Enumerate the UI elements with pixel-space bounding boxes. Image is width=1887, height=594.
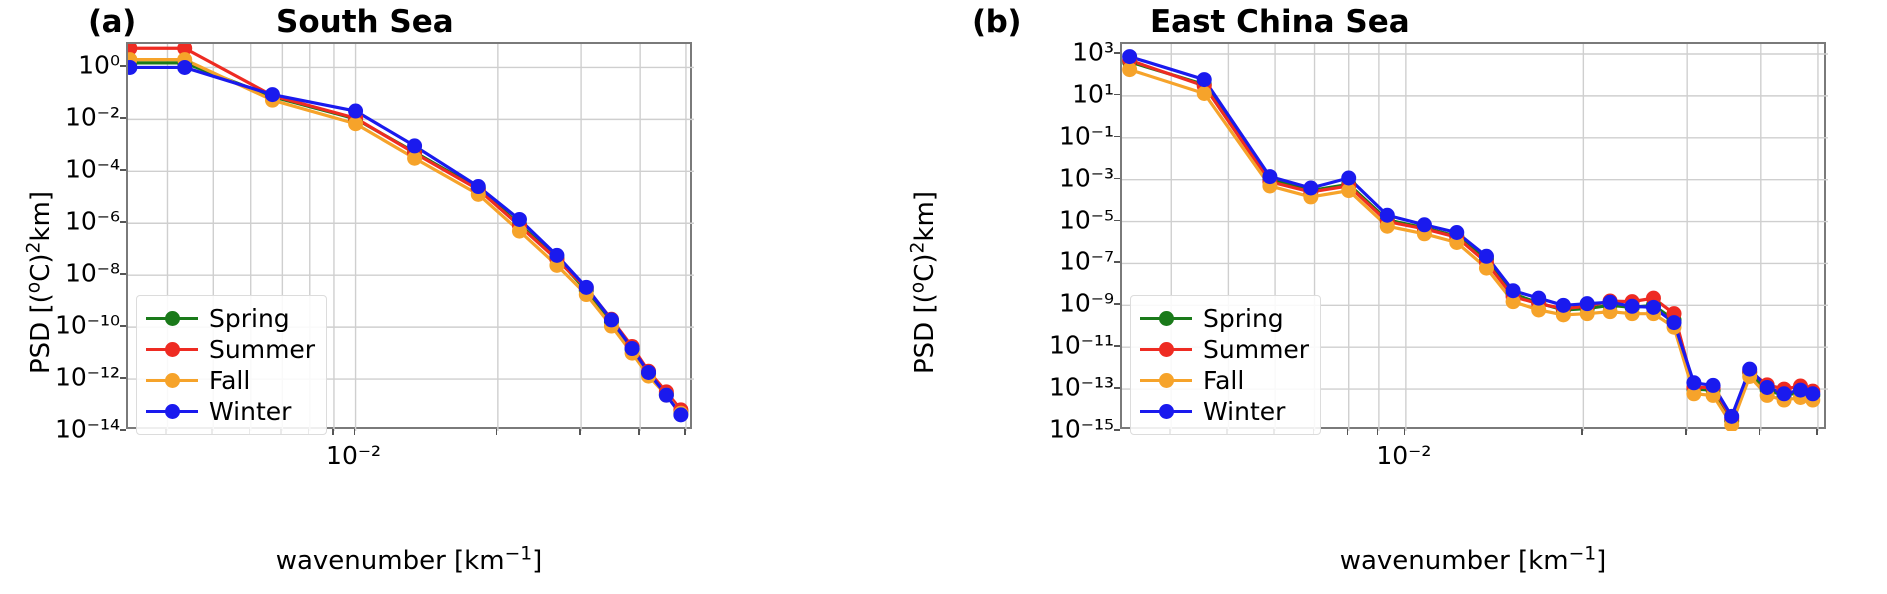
panel-tag-a: (a) [88, 4, 136, 40]
y-tick-mark [1114, 345, 1120, 347]
legend-label: Summer [209, 335, 316, 364]
legend-label: Spring [1203, 304, 1284, 333]
legend-item-summer[interactable]: Summer [1140, 334, 1309, 365]
y-tick-mark [1114, 177, 1120, 180]
y-tick-label: 10⁻¹¹ [1048, 330, 1114, 360]
y-tick-mark [120, 169, 126, 171]
x-tick-mark [1581, 429, 1583, 435]
y-tick-mark [120, 273, 126, 275]
y-tick-mark [120, 325, 126, 327]
y-tick-label: 10⁻¹² [54, 362, 120, 392]
y-tick-label: 10⁻¹⁰ [54, 310, 120, 340]
legend-item-spring[interactable]: Spring [146, 303, 315, 334]
legend-label: Winter [209, 397, 292, 426]
x-tick-label: 10⁻² [1376, 441, 1432, 470]
y-tick-mark [1114, 303, 1120, 305]
legend-swatch-spring [146, 311, 198, 326]
x-tick-mark [1685, 429, 1687, 435]
x-tick-mark [1376, 429, 1379, 435]
legend-label: Fall [209, 366, 251, 395]
panel-title-b: East China Sea [1150, 4, 1410, 40]
y-tick-mark [120, 65, 126, 68]
panel-tag-b: (b) [972, 4, 1022, 40]
y-tick-label: 10¹ [1072, 79, 1114, 109]
x-axis-label-a: wavenumber [km−1] [275, 543, 543, 576]
y-tick-label: 10⁻¹ [1058, 121, 1114, 151]
legend-b[interactable]: Spring Summer Fall Winter [1130, 295, 1322, 435]
legend-item-spring[interactable]: Spring [1140, 303, 1309, 334]
legend-item-summer[interactable]: Summer [146, 334, 315, 365]
y-tick-label: 10⁻⁸ [64, 258, 120, 288]
y-tick-mark [120, 221, 126, 223]
y-tick-label: 10⁻¹³ [1048, 372, 1114, 402]
y-tick-label: 10⁻¹⁵ [1048, 414, 1114, 444]
legend-label: Spring [209, 304, 290, 333]
x-tick-mark [495, 429, 498, 435]
y-tick-label: 10⁻¹⁴ [54, 414, 120, 444]
y-tick-mark [1114, 387, 1120, 389]
legend-swatch-winter [146, 404, 198, 419]
legend-item-winter[interactable]: Winter [146, 396, 315, 427]
x-axis-label-b: wavenumber [km−1] [1339, 543, 1607, 576]
legend-label: Fall [1203, 366, 1245, 395]
y-tick-mark [1114, 135, 1120, 138]
y-tick-label: 10⁻⁷ [1058, 246, 1114, 276]
y-tick-label: 10⁻⁴ [64, 154, 120, 184]
legend-swatch-summer [1140, 342, 1192, 357]
y-tick-mark [1114, 219, 1120, 222]
y-tick-label: 10⁻³ [1058, 163, 1114, 193]
y-tick-mark [120, 117, 126, 119]
x-tick-mark [1403, 429, 1406, 435]
legend-item-fall[interactable]: Fall [146, 365, 315, 396]
y-tick-label: 10⁻² [64, 102, 120, 132]
legend-swatch-fall [146, 373, 198, 388]
legend-item-fall[interactable]: Fall [1140, 365, 1309, 396]
y-tick-mark [1114, 51, 1120, 54]
x-tick-mark [1346, 429, 1349, 435]
panel-south-sea: (a) South Sea PSD [(oC)2km] 10⁰ 10⁻² 10⁻⁴ 1… [23, 4, 694, 576]
plot-canvas-b [1122, 44, 1828, 431]
y-tick-mark [120, 377, 126, 379]
y-tick-label: 10⁰ [78, 50, 120, 80]
x-tick-mark [1758, 429, 1761, 435]
x-tick-mark [638, 429, 640, 435]
y-tick-mark [1114, 429, 1120, 431]
y-tick-mark [120, 429, 126, 431]
y-tick-label: 10⁻⁵ [1058, 205, 1114, 235]
y-tick-mark [1114, 93, 1120, 96]
y-axis-label-b: PSD [(oC)2km] [907, 191, 940, 374]
x-tick-mark [683, 429, 686, 435]
legend-swatch-summer [146, 342, 198, 357]
legend-swatch-spring [1140, 311, 1192, 326]
y-tick-label: 10⁻⁶ [64, 206, 120, 236]
legend-swatch-fall [1140, 373, 1192, 388]
x-tick-mark [579, 429, 581, 435]
x-tick-mark [1815, 429, 1818, 435]
y-tick-label: 10³ [1072, 37, 1114, 67]
x-tick-mark [331, 429, 334, 435]
x-tick-label: 10⁻² [326, 441, 382, 470]
legend-item-winter[interactable]: Winter [1140, 396, 1309, 427]
legend-label: Winter [1203, 397, 1286, 426]
panel-title-a: South Sea [276, 4, 454, 40]
x-tick-mark [353, 429, 356, 435]
panel-east-china-sea: (b) East China Sea PSD [(oC)2km] 10³ 10¹ 1… [907, 0, 1887, 594]
legend-swatch-winter [1140, 404, 1192, 419]
y-tick-mark [1114, 261, 1120, 264]
y-tick-label: 10⁻⁹ [1058, 288, 1114, 318]
legend-a[interactable]: Spring Summer Fall Winter [136, 295, 328, 435]
legend-label: Summer [1203, 335, 1310, 364]
